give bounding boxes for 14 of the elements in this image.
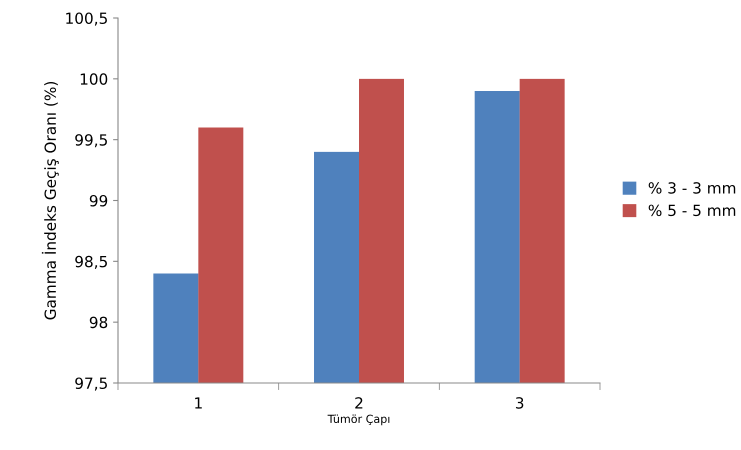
x-tick-label: 2 [355, 397, 362, 408]
y-tick-label: 98 [90, 316, 108, 328]
y-tick-label: 100,5 [66, 12, 107, 26]
x-tick-label: 1 [195, 397, 202, 408]
y-axis-title: Gamma İndeks Geçiş Oranı (%) [42, 82, 59, 320]
y-tick-label: 98,5 [75, 256, 107, 269]
y-tick-label: 99,5 [75, 134, 107, 148]
x-tick-label: 3 [516, 397, 524, 409]
legend-label: % 3 - 3 mm [648, 182, 736, 194]
y-tick-label: 100 [80, 73, 108, 85]
y-tick-label: 99 [90, 194, 108, 207]
y-tick-label: 97,5 [75, 377, 107, 391]
legend-label: % 5 - 5 mm [648, 204, 736, 216]
x-axis-title: Tümör Çapı [328, 414, 390, 426]
